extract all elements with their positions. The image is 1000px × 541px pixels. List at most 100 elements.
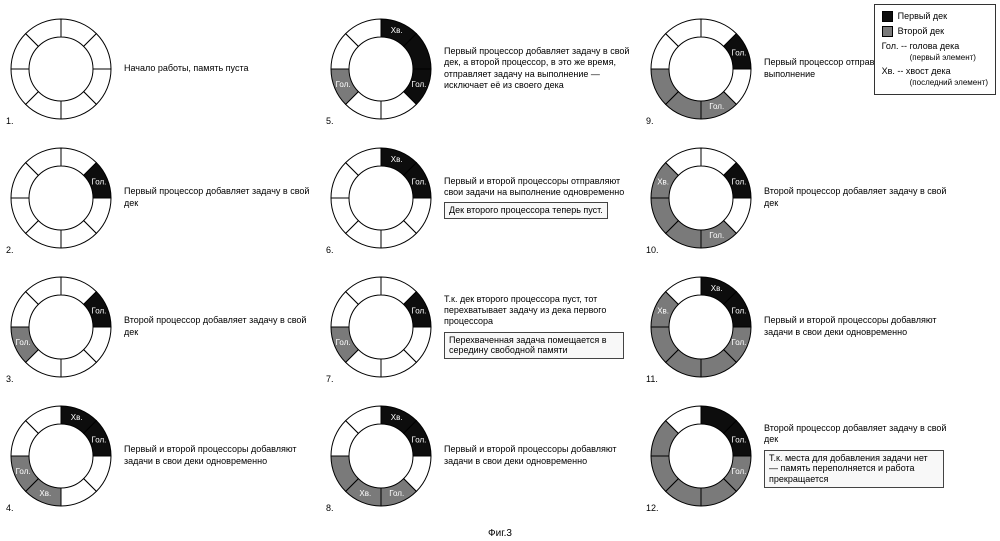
- segment-label: Гол.: [411, 79, 426, 88]
- diagram-cell: Гол. Гол. 12. Второй процессор добавляет за…: [646, 393, 966, 518]
- step-text: Первый и второй процессоры добавляют зад…: [764, 315, 950, 338]
- ring-diagram: 1.: [6, 14, 116, 124]
- step-description: Первый процессор добавляет задачу в свой…: [124, 186, 326, 209]
- ring-diagram: Хв. Гол. Хв. Гол. 4.: [6, 401, 116, 511]
- segment-label: Гол.: [731, 466, 746, 475]
- legend-label-deck1: Первый дек: [898, 10, 947, 22]
- ring-diagram: Хв. Гол. Гол. 5.: [326, 14, 436, 124]
- segment-label: Хв.: [711, 284, 723, 293]
- step-description: Т.к. дек второго процессора пуст, тот пе…: [444, 294, 646, 359]
- segment-label: Хв.: [39, 488, 51, 497]
- ring-diagram: Хв. Гол. Гол. Хв. 11.: [646, 272, 756, 382]
- segment-label: Хв.: [359, 488, 371, 497]
- segment-label: Гол.: [731, 306, 746, 315]
- legend-deck2: Второй дек: [882, 25, 988, 37]
- segment-label: Гол.: [731, 177, 746, 186]
- legend-tail-sub: (последний элемент): [882, 78, 988, 89]
- segment-label: Гол.: [91, 306, 106, 315]
- legend-head-sub: (первый элемент): [882, 53, 988, 64]
- segment-label: Хв.: [391, 155, 403, 164]
- swatch-deck2: [882, 26, 893, 37]
- legend-head: Гол. -- голова дека: [882, 40, 988, 52]
- segment-label: Хв.: [71, 413, 83, 422]
- step-text: Первый и второй процессоры отправляют св…: [444, 176, 630, 199]
- step-description: Второй процессор добавляет задачу в свой…: [764, 423, 966, 488]
- segment-label: Гол.: [709, 101, 724, 110]
- step-description: Второй процессор добавляет задачу в свой…: [764, 186, 966, 209]
- legend-abbrev: Гол. -- голова дека (первый элемент) Хв.…: [882, 40, 988, 89]
- step-text: Второй процессор добавляет задачу в свой…: [124, 315, 310, 338]
- step-description: Первый и второй процессоры отправляют св…: [444, 176, 646, 219]
- segment-label: Гол.: [411, 177, 426, 186]
- diagram-cell: Гол. 2. Первый процессор добавляет задачу …: [6, 135, 326, 260]
- legend-box: Первый дек Второй дек Гол. -- голова дек…: [874, 4, 996, 95]
- segment-label: Гол.: [91, 435, 106, 444]
- diagram-grid: 1.Начало работы, память пустаХв.Гол.Гол.…: [0, 0, 1000, 518]
- segment-label: Гол.: [411, 435, 426, 444]
- diagram-cell: Гол.Гол.7.Т.к. дек второго процессора пу…: [326, 264, 646, 389]
- step-index: 6.: [326, 245, 334, 255]
- step-description: Первый и второй процессоры добавляют зад…: [124, 444, 326, 467]
- diagram-cell: Хв. Гол. 6. Первый и второй процессоры отпр…: [326, 135, 646, 260]
- step-index: 5.: [326, 116, 334, 126]
- ring-diagram: Гол. Гол. 12.: [646, 401, 756, 511]
- step-index: 11.: [646, 374, 658, 384]
- legend-deck1: Первый дек: [882, 10, 988, 22]
- step-text: Первый и второй процессоры добавляют зад…: [124, 444, 310, 467]
- step-description: Первый и второй процессоры добавляют зад…: [764, 315, 966, 338]
- step-note-box: Дек второго процессора теперь пуст.: [444, 202, 608, 219]
- segment-label: Гол.: [16, 337, 31, 346]
- step-text: Второй процессор добавляет задачу в свой…: [764, 423, 950, 446]
- segment-label: Гол.: [389, 488, 404, 497]
- step-text: Начало работы, память пуста: [124, 63, 310, 74]
- step-text: Первый процессор добавляет задачу в свой…: [124, 186, 310, 209]
- diagram-cell: Гол.Гол.Хв.10.Второй процессор добавляет…: [646, 135, 966, 260]
- step-text: Первый процессор добавляет задачу в свой…: [444, 46, 630, 91]
- segment-label: Гол.: [709, 230, 724, 239]
- legend-tail: Хв. -- хвост дека: [882, 65, 988, 77]
- ring-diagram: Гол.Гол.Хв.10.: [646, 143, 756, 253]
- step-text: Т.к. дек второго процессора пуст, тот пе…: [444, 294, 630, 328]
- segment-label: Хв.: [657, 177, 669, 186]
- segment-label: Гол.: [336, 79, 351, 88]
- step-note-box: Т.к. места для добавления задачи нет — п…: [764, 450, 944, 488]
- segment-label: Гол.: [16, 466, 31, 475]
- step-text: Первый и второй процессоры добавляют зад…: [444, 444, 630, 467]
- step-text: Второй процессор добавляет задачу в свой…: [764, 186, 950, 209]
- diagram-cell: Хв. Гол. Гол. Хв. 8. Первый и второй процессо…: [326, 393, 646, 518]
- ring-diagram: Гол. Гол. 9.: [646, 14, 756, 124]
- diagram-cell: Хв. Гол. Гол. Хв. 11. Первый и второй процесс…: [646, 264, 966, 389]
- step-index: 4.: [6, 503, 14, 513]
- segment-label: Гол.: [411, 306, 426, 315]
- figure-caption: Фиг.3: [0, 528, 1000, 539]
- ring-diagram: Гол. 2.: [6, 143, 116, 253]
- diagram-cell: 1. Начало работы, память пуста: [6, 6, 326, 131]
- step-description: Первый процессор добавляет задачу в свой…: [444, 46, 646, 91]
- segment-label: Гол.: [336, 337, 351, 346]
- diagram-cell: Гол. Гол. 3. Второй процессор добавляет зад…: [6, 264, 326, 389]
- step-note-box: Перехваченная задача помещается в середи…: [444, 332, 624, 360]
- legend-label-deck2: Второй дек: [898, 25, 944, 37]
- step-description: Начало работы, память пуста: [124, 63, 326, 74]
- step-index: 1.: [6, 116, 14, 126]
- segment-label: Хв.: [657, 306, 669, 315]
- swatch-deck1: [882, 11, 893, 22]
- step-description: Второй процессор добавляет задачу в свой…: [124, 315, 326, 338]
- step-index: 8.: [326, 503, 334, 513]
- step-index: 9.: [646, 116, 654, 126]
- step-index: 3.: [6, 374, 14, 384]
- segment-label: Гол.: [731, 337, 746, 346]
- diagram-cell: Хв. Гол. Хв. Гол. 4. Первый и второй процессо…: [6, 393, 326, 518]
- segment-label: Гол.: [731, 48, 746, 57]
- ring-diagram: Гол. Гол. 3.: [6, 272, 116, 382]
- segment-label: Гол.: [731, 435, 746, 444]
- segment-label: Хв.: [391, 26, 403, 35]
- ring-diagram: Хв. Гол. Гол. Хв. 8.: [326, 401, 436, 511]
- segment-label: Хв.: [391, 413, 403, 422]
- step-index: 12.: [646, 503, 659, 513]
- segment-label: Гол.: [91, 177, 106, 186]
- ring-diagram: Хв. Гол. 6.: [326, 143, 436, 253]
- ring-diagram: Гол.Гол.7.: [326, 272, 436, 382]
- step-index: 2.: [6, 245, 14, 255]
- step-description: Первый и второй процессоры добавляют зад…: [444, 444, 646, 467]
